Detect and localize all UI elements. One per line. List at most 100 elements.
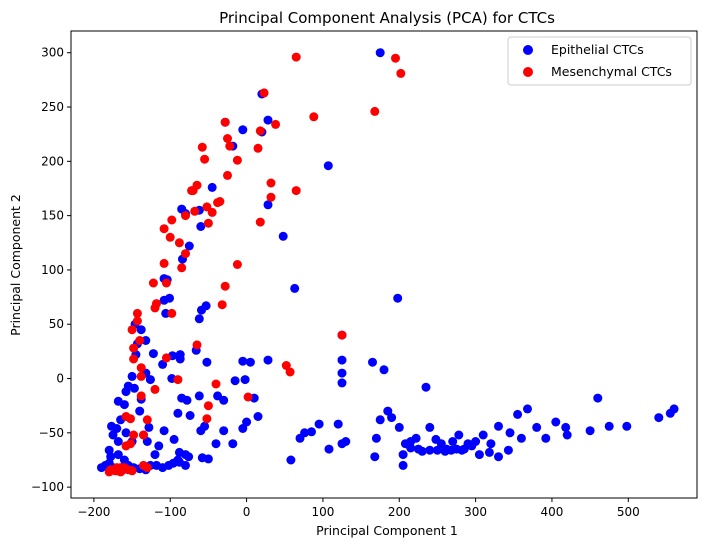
y-tick-label: −50 xyxy=(39,426,64,440)
data-point xyxy=(192,340,202,350)
data-point xyxy=(474,450,484,460)
data-point xyxy=(129,354,139,364)
data-point xyxy=(232,155,242,165)
data-point xyxy=(406,443,416,453)
data-point xyxy=(113,437,123,446)
y-tick-label: 50 xyxy=(49,317,64,331)
plot-frame xyxy=(70,30,698,499)
data-point xyxy=(200,154,210,164)
data-point xyxy=(375,48,385,58)
data-point xyxy=(159,224,169,234)
data-point xyxy=(119,455,129,465)
data-point xyxy=(107,421,116,431)
data-point xyxy=(215,197,225,206)
data-point xyxy=(173,408,183,418)
data-point xyxy=(194,391,204,401)
data-point xyxy=(593,393,603,403)
data-point xyxy=(136,391,146,401)
data-point xyxy=(238,356,248,366)
data-point xyxy=(387,413,397,423)
data-point xyxy=(121,428,131,438)
data-point xyxy=(203,218,213,228)
data-point xyxy=(245,357,255,367)
y-tick-label: 150 xyxy=(41,209,64,223)
data-point xyxy=(165,232,175,242)
data-point xyxy=(421,382,431,392)
data-point xyxy=(516,433,526,443)
data-point xyxy=(135,336,145,345)
data-point xyxy=(484,447,494,457)
data-point xyxy=(175,354,185,364)
data-point xyxy=(126,414,135,424)
data-point xyxy=(173,375,183,385)
x-tick-label: 0 xyxy=(243,505,251,519)
data-point xyxy=(291,52,301,62)
data-point xyxy=(129,383,139,393)
y-tick-label: −100 xyxy=(31,480,64,494)
data-point xyxy=(290,283,300,293)
data-point xyxy=(669,404,679,414)
data-point xyxy=(223,134,232,143)
data-point xyxy=(154,441,164,451)
x-tick-label: 100 xyxy=(311,505,334,519)
data-point xyxy=(211,439,221,449)
x-axis-ticks: −200 −100 0 100 200 300 400 500 xyxy=(77,498,640,519)
data-point xyxy=(202,414,212,424)
data-point xyxy=(541,433,551,443)
data-point xyxy=(654,413,664,423)
data-point xyxy=(396,68,406,78)
data-point xyxy=(286,455,296,465)
data-point xyxy=(213,391,223,401)
data-point xyxy=(561,422,571,432)
data-point xyxy=(307,427,316,437)
data-point xyxy=(278,231,288,241)
data-point xyxy=(97,463,106,473)
data-point xyxy=(478,430,488,440)
data-point xyxy=(217,300,227,310)
data-point xyxy=(379,365,389,375)
data-point xyxy=(136,371,146,381)
data-point xyxy=(266,192,276,202)
y-tick-label: 100 xyxy=(41,263,64,277)
data-point xyxy=(181,460,190,470)
data-point xyxy=(432,445,442,455)
data-point xyxy=(228,439,238,449)
data-point xyxy=(194,314,204,324)
data-point xyxy=(394,422,404,432)
data-point xyxy=(452,444,461,454)
data-point xyxy=(523,404,532,414)
data-point xyxy=(230,376,240,386)
data-point xyxy=(197,305,206,315)
data-point xyxy=(136,363,146,373)
chart-title: Principal Component Analysis (PCA) for C… xyxy=(219,9,555,27)
data-point xyxy=(203,454,213,464)
data-point xyxy=(238,125,248,135)
data-point xyxy=(503,445,513,455)
legend-label-mesenchymal: Mesenchymal CTCs xyxy=(551,64,672,79)
data-point xyxy=(150,450,160,460)
data-point xyxy=(126,439,135,449)
y-tick-label: 250 xyxy=(41,100,64,114)
data-point xyxy=(169,434,179,444)
data-point xyxy=(127,466,137,476)
x-tick-label: 400 xyxy=(540,505,563,519)
data-point xyxy=(202,357,212,367)
series-mesenchymal xyxy=(104,52,406,477)
data-point xyxy=(129,343,139,353)
data-point xyxy=(263,355,273,365)
data-point xyxy=(263,200,273,210)
data-point xyxy=(207,182,217,192)
series-epithelial xyxy=(97,48,679,476)
data-point xyxy=(225,141,235,151)
data-point xyxy=(150,384,160,394)
data-point xyxy=(223,170,232,180)
data-point xyxy=(337,368,347,378)
legend-marker-mesenchymal xyxy=(523,67,533,77)
y-tick-label: 200 xyxy=(41,154,64,168)
data-point xyxy=(417,446,427,456)
data-point xyxy=(185,411,195,420)
data-point xyxy=(324,444,334,454)
data-point xyxy=(167,308,177,318)
data-point xyxy=(197,142,207,152)
